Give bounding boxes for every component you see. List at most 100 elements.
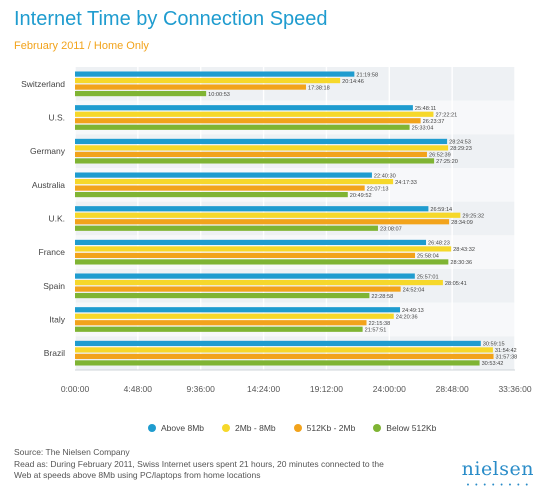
data-label: 27:25:20	[436, 159, 458, 165]
legend-swatch-above-8mb	[148, 424, 156, 432]
x-tick-label: 4:48:00	[124, 384, 153, 394]
bar-below-512kb	[75, 225, 378, 231]
legend-label-512kb-2mb: 512Kb - 2Mb	[306, 423, 356, 433]
data-label: 25:48:11	[415, 106, 436, 112]
legend-swatch-below-512kb	[373, 424, 382, 432]
data-label: 23:08:07	[380, 227, 402, 233]
read-as-note-line-1: Read as: During February 2011, Swiss Int…	[14, 458, 384, 469]
bar-2mb-8mb	[75, 347, 493, 353]
bar-below-512kb	[75, 292, 370, 299]
data-label: 28:29:23	[450, 146, 472, 152]
bar-above-8mb	[75, 206, 429, 212]
category-label: Germany	[30, 146, 66, 156]
data-label: 28:24:53	[449, 140, 471, 146]
bar-above-8mb	[75, 273, 415, 279]
bar-512kb-2mb	[75, 252, 416, 259]
read-as-note-line-2: Web at speeds above 8Mb using PC/laptops…	[14, 470, 261, 480]
data-label: 24:17:33	[395, 180, 417, 186]
data-label: 26:59:14	[430, 207, 452, 213]
data-label: 24:49:13	[402, 308, 424, 314]
bar-2mb-8mb	[75, 178, 394, 185]
category-label: Switzerland	[21, 79, 65, 89]
category-label: France	[39, 247, 66, 257]
bar-512kb-2mb	[75, 185, 365, 191]
data-label: 20:49:52	[350, 193, 372, 199]
x-tick-label: 19:12:00	[310, 384, 343, 394]
source-note: Source: The Nielsen Company	[14, 447, 130, 457]
data-label: 30:59:15	[483, 342, 505, 348]
data-label: 31:57:38	[496, 355, 518, 361]
category-label: U.K.	[48, 214, 65, 224]
legend-item-above-8mb: Above 8Mb	[148, 423, 204, 433]
data-label: 28:30:36	[450, 260, 472, 266]
bar-512kb-2mb	[75, 353, 494, 360]
data-label: 29:25:32	[462, 214, 484, 220]
data-label: 25:57:01	[417, 274, 439, 280]
legend-swatch-2mb-8mb	[222, 424, 230, 432]
bar-512kb-2mb	[75, 219, 450, 225]
logo-decoration: • • • • • • • •	[466, 482, 530, 489]
data-label: 26:52:39	[429, 153, 451, 159]
bar-2mb-8mb	[75, 77, 341, 84]
x-tick-label: 14:24:00	[247, 384, 280, 394]
bar-below-512kb	[75, 158, 435, 164]
chart-footer: Source: The Nielsen Company Read as: Dur…	[14, 447, 384, 482]
data-label: 22:15:38	[369, 321, 391, 327]
bar-512kb-2mb	[75, 151, 427, 158]
data-label: 17:38:18	[308, 85, 330, 91]
x-tick-label: 24:00:00	[373, 384, 406, 394]
category-label: Spain	[43, 281, 65, 291]
bar-chart: 0:00:00 4:48:00 9:36:00 14:24:00 19:12:00 24:…	[21, 67, 532, 394]
data-label: 24:20:36	[396, 315, 418, 321]
x-tick-label: 33:36:00	[498, 384, 531, 394]
data-label: 28:43:32	[453, 247, 475, 253]
legend-label-2mb-8mb: 2Mb - 8Mb	[235, 423, 276, 433]
bar-above-8mb	[75, 138, 448, 145]
bar-2mb-8mb	[75, 279, 443, 286]
bar-2mb-8mb	[75, 246, 452, 252]
x-tick-label: 9:36:00	[187, 384, 216, 394]
data-label: 31:54:42	[495, 348, 517, 354]
bar-above-8mb	[75, 307, 401, 313]
data-label: 28:05:41	[445, 281, 467, 287]
data-label: 20:14:46	[342, 79, 364, 85]
bar-below-512kb	[75, 90, 207, 97]
legend-item-512kb-2mb: 512Kb - 2Mb	[293, 423, 356, 433]
bar-below-512kb	[75, 191, 348, 198]
bar-below-512kb	[75, 259, 449, 265]
data-label: 26:48:23	[428, 241, 450, 247]
bar-below-512kb	[75, 124, 410, 130]
bar-512kb-2mb	[75, 320, 367, 326]
chart-subtitle: February 2011 / Home Only	[14, 40, 149, 52]
legend-label-below-512kb: Below 512Kb	[386, 423, 437, 433]
x-tick-label: 0:00:00	[61, 384, 90, 394]
category-label: Australia	[32, 180, 65, 190]
chart-title: Internet Time by Connection Speed	[14, 8, 328, 30]
legend-item-below-512kb: Below 512Kb	[373, 423, 436, 433]
bar-2mb-8mb	[75, 212, 461, 218]
bar-2mb-8mb	[75, 111, 434, 117]
data-label: 26:23:37	[423, 119, 445, 125]
category-label: Brazil	[44, 348, 65, 358]
bar-above-8mb	[75, 340, 481, 347]
bar-below-512kb	[75, 326, 363, 332]
category-label: U.S.	[48, 113, 65, 123]
data-label: 28:34:09	[451, 220, 473, 226]
bar-512kb-2mb	[75, 118, 421, 124]
bar-512kb-2mb	[75, 286, 401, 292]
x-tick-label: 28:48:00	[436, 384, 469, 394]
bar-above-8mb	[75, 239, 427, 246]
bar-below-512kb	[75, 360, 480, 366]
bar-512kb-2mb	[75, 84, 306, 90]
bar-above-8mb	[75, 105, 413, 111]
data-label: 25:33:04	[412, 126, 434, 132]
nielsen-logo: nielsen	[461, 458, 534, 480]
chart-legend: Above 8Mb 2Mb - 8Mb 512Kb - 2Mb Below 51…	[148, 423, 436, 433]
legend-item-2mb-8mb: 2Mb - 8Mb	[222, 423, 276, 433]
data-label: 21:19:58	[356, 72, 378, 78]
data-label: 30:53:42	[482, 361, 504, 367]
data-label: 24:52:04	[403, 287, 425, 293]
bar-above-8mb	[75, 172, 372, 178]
data-label: 22:28:58	[371, 294, 393, 300]
legend-label-above-8mb: Above 8Mb	[161, 423, 204, 433]
